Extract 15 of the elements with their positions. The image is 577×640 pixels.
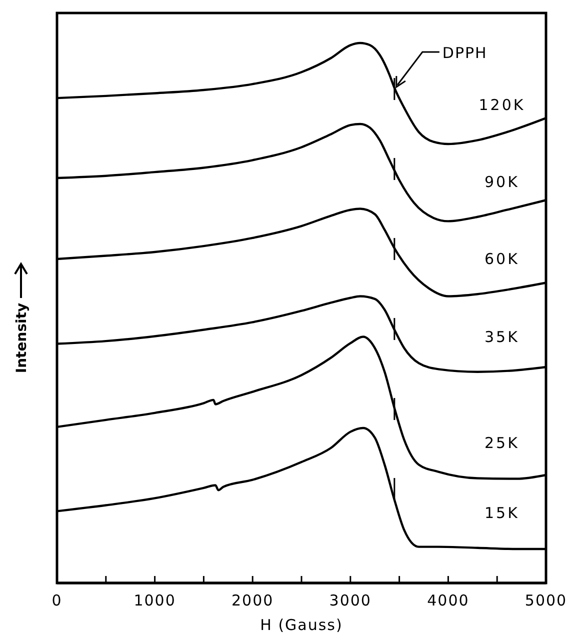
- series-label: 90K: [484, 172, 520, 191]
- ref-line-label: DPPH: [442, 44, 488, 62]
- x-tick-label: 4000: [427, 592, 470, 610]
- series-label: 60K: [484, 250, 520, 268]
- series-label: 120K: [478, 96, 526, 114]
- x-tick-label: 1000: [134, 592, 176, 610]
- series-label: 25K: [484, 434, 520, 452]
- series-label: 15K: [484, 504, 520, 522]
- series-label: 35K: [484, 328, 520, 346]
- x-tick-label: 3000: [329, 592, 372, 610]
- x-tick-label: 2000: [232, 592, 274, 610]
- x-tick-label: 5000: [524, 592, 568, 610]
- x-axis-title: H (Gauss): [260, 616, 343, 634]
- x-tick-label: 0: [52, 592, 62, 610]
- y-axis-title: Intensity: [14, 302, 30, 374]
